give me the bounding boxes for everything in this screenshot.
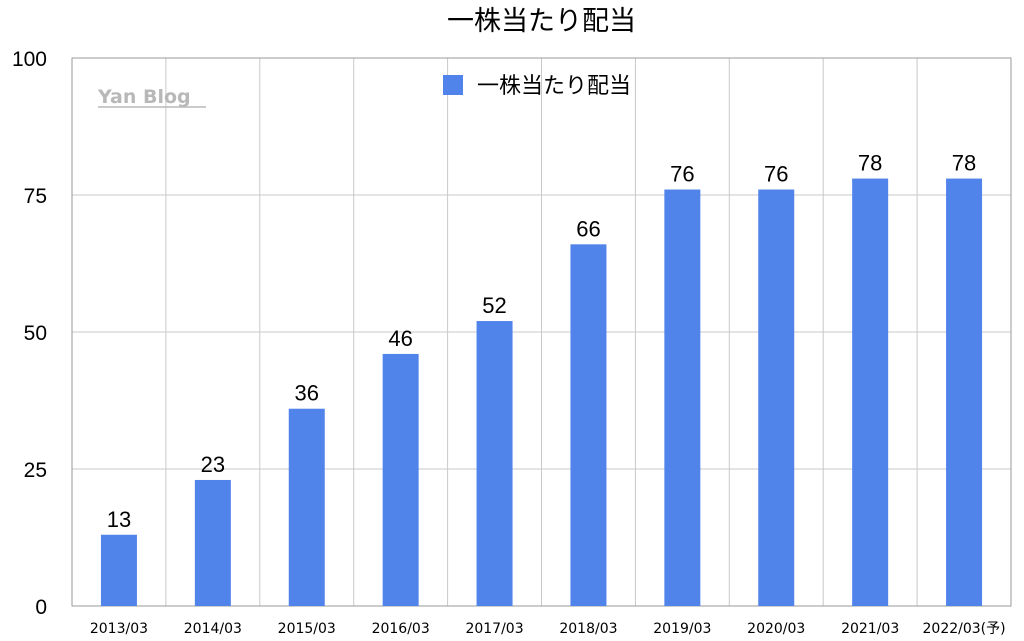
x-axis-tick-label: 2020/03 — [747, 621, 805, 637]
x-axis-tick-label: 2015/03 — [278, 621, 336, 637]
x-axis-tick-label: 2013/03 — [90, 621, 148, 637]
bar — [664, 189, 701, 606]
y-axis-tick-label: 100 — [12, 48, 47, 71]
x-axis-tick-label: 2017/03 — [465, 621, 523, 637]
y-axis-tick-label: 50 — [24, 322, 47, 345]
plot-area-border — [71, 57, 1012, 607]
y-axis-tick-label: 25 — [24, 459, 47, 482]
bar — [382, 353, 419, 606]
legend-swatch — [443, 75, 463, 95]
bar — [852, 178, 889, 606]
bar — [476, 321, 513, 606]
bar-value-label: 66 — [576, 216, 600, 241]
bar-value-label: 78 — [858, 151, 882, 176]
bar-value-label: 36 — [295, 381, 319, 406]
bar-value-label: 76 — [670, 162, 694, 187]
legend-label: 一株当たり配当 — [477, 74, 631, 99]
bar — [194, 479, 231, 606]
x-axis-tick-label: 2016/03 — [372, 621, 430, 637]
x-axis-tick-label: 2019/03 — [653, 621, 711, 637]
bar — [758, 189, 795, 606]
x-axis-tick-label: 2022/03(予) — [923, 621, 1006, 637]
y-axis-tick-label: 0 — [35, 596, 47, 619]
chart-title: 一株当たり配当 — [447, 6, 636, 37]
watermark-text: Yan Blog — [97, 86, 191, 108]
x-axis-tick-label: 2014/03 — [184, 621, 242, 637]
x-axis-tick-label: 2021/03 — [841, 621, 899, 637]
bar-value-label: 78 — [952, 151, 976, 176]
bar — [570, 244, 607, 606]
x-axis-tick-label: 2018/03 — [559, 621, 617, 637]
bar — [946, 178, 983, 606]
bar-value-label: 23 — [201, 452, 225, 477]
bar — [288, 408, 325, 606]
bar-value-label: 46 — [388, 326, 412, 351]
y-axis-tick-label: 75 — [24, 185, 47, 208]
bar — [100, 534, 137, 606]
bar-value-label: 76 — [764, 162, 788, 187]
bar-value-label: 13 — [107, 507, 131, 532]
bar-value-label: 52 — [482, 293, 506, 318]
